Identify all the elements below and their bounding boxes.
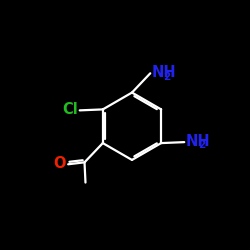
Text: 2: 2 xyxy=(163,72,170,82)
Text: Cl: Cl xyxy=(62,102,78,117)
Text: NH: NH xyxy=(151,65,176,80)
Text: NH: NH xyxy=(186,134,210,149)
Text: O: O xyxy=(54,156,66,172)
Text: 2: 2 xyxy=(198,140,205,150)
